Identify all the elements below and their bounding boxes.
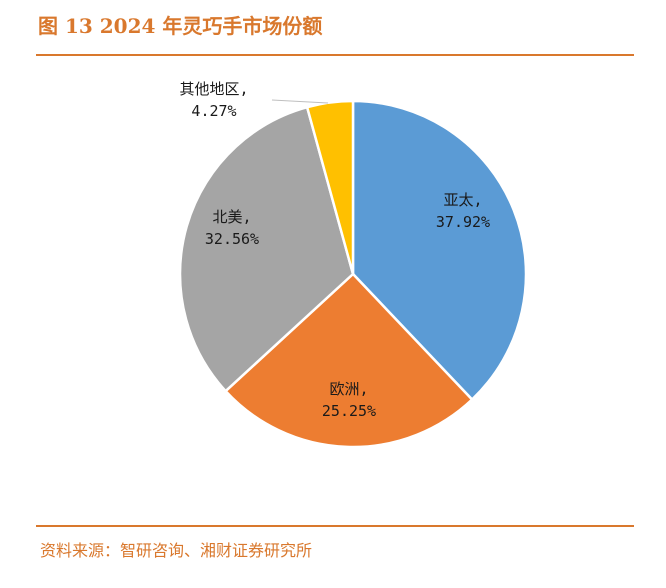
data-label-name-asia-pacific: 亚太, <box>443 191 482 209</box>
data-label-value-north-america: 32.56% <box>205 230 259 248</box>
data-label-value-europe: 25.25% <box>322 402 376 420</box>
chart-title: 图 13 2024 年灵巧手市场份额 <box>38 14 323 38</box>
source-note: 资料来源：智研咨询、湘财证券研究所 <box>40 541 313 560</box>
pie-slice-asia-pacific <box>351 99 528 402</box>
data-label-value-asia-pacific: 37.92% <box>436 213 490 231</box>
pie-slice-north-america <box>178 105 355 393</box>
title-divider <box>36 54 634 56</box>
leader-line-other-regions <box>271 99 329 104</box>
data-label-name-other-regions: 其他地区, <box>179 80 248 98</box>
footer-divider <box>36 525 634 527</box>
pie-slice-other-regions <box>305 99 355 275</box>
data-label-value-other-regions: 4.27% <box>191 102 236 120</box>
pie-slice-europe <box>223 272 474 449</box>
data-label-name-north-america: 北美, <box>212 208 251 226</box>
data-label-name-europe: 欧洲, <box>329 380 368 398</box>
